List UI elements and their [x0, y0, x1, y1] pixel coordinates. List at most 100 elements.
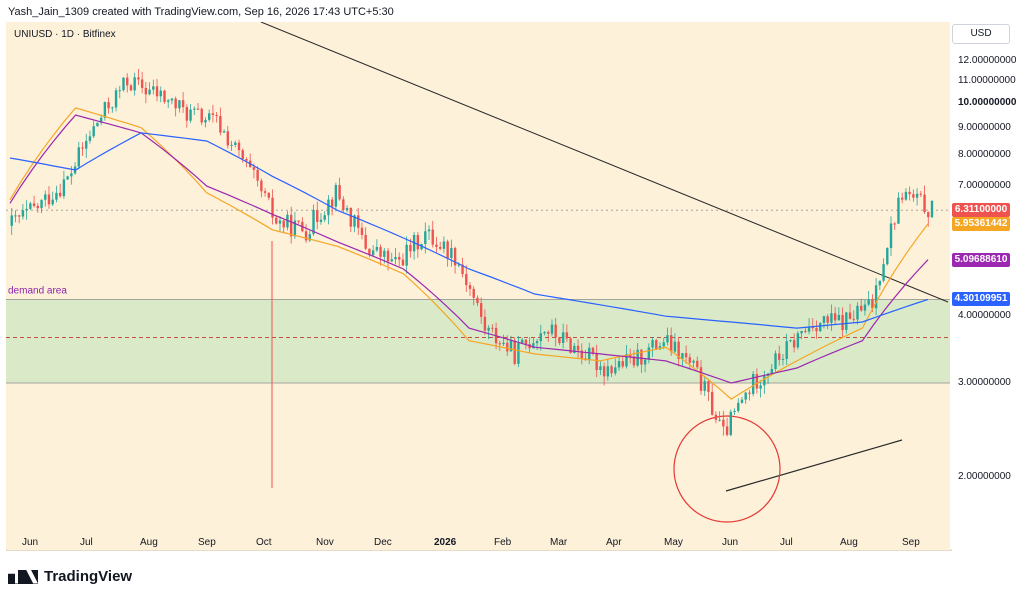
candle-body	[625, 354, 628, 367]
ema-slow-line	[9, 132, 929, 329]
candle-body	[520, 339, 524, 344]
price-chart[interactable]: demand area	[6, 22, 950, 549]
candle-body	[368, 248, 371, 256]
candle-body	[688, 357, 692, 363]
currency-selector[interactable]: USD	[952, 24, 1010, 44]
candle-body	[401, 259, 405, 266]
time-tick-label: Oct	[256, 537, 272, 548]
candle-body	[457, 264, 461, 266]
candle-body	[807, 326, 811, 332]
price-axis-panel[interactable]	[950, 22, 1024, 549]
candle-body	[547, 331, 550, 334]
candle-body	[81, 147, 84, 149]
demand-zone	[6, 299, 950, 384]
price-badge: 4.30109951	[952, 292, 1010, 307]
candle-body	[327, 199, 330, 216]
candle-body	[289, 214, 293, 237]
time-tick-label: Jun	[22, 537, 39, 548]
candle-body	[845, 312, 848, 330]
candle-body	[241, 150, 244, 160]
candle-body	[148, 89, 151, 95]
candle-body	[580, 350, 583, 359]
candle-body	[699, 367, 703, 391]
price-tick-label: 4.00000000	[958, 310, 1011, 322]
price-badge: 6.31100000	[952, 203, 1010, 218]
candle-body	[338, 184, 341, 200]
time-tick-label: Sep	[902, 537, 920, 548]
price-tick-label: 12.00000000	[958, 54, 1017, 66]
candle-body	[140, 79, 144, 88]
candle-body	[58, 192, 62, 197]
candle-body	[517, 343, 520, 364]
candle-body	[438, 246, 442, 249]
time-tick-label: Apr	[606, 537, 622, 548]
candle-body	[826, 316, 829, 323]
candle-body	[371, 250, 375, 256]
candle-body	[293, 220, 297, 237]
candle-body	[427, 229, 431, 232]
candle-body	[833, 313, 837, 321]
candle-body	[424, 231, 427, 245]
candle-body	[51, 199, 54, 205]
candle-body	[900, 197, 904, 200]
candle-body	[576, 345, 580, 351]
candle-body	[215, 114, 218, 117]
candle-body	[543, 331, 546, 334]
price-tick-label: 11.00000000	[958, 75, 1016, 87]
candle-body	[167, 100, 170, 102]
candle-body	[878, 280, 882, 286]
candle-body	[472, 288, 475, 298]
candle-body	[569, 338, 572, 353]
candle-body	[506, 342, 509, 352]
candle-body	[725, 426, 729, 435]
candle-body	[703, 381, 706, 391]
candle-body	[200, 108, 203, 123]
candle-body	[513, 340, 516, 364]
candle-body	[800, 330, 803, 334]
candle-body	[435, 244, 438, 247]
candle-body	[14, 215, 17, 217]
candle-body	[174, 98, 177, 109]
candle-body	[647, 347, 651, 360]
candle-body	[491, 327, 494, 329]
candle-body	[867, 299, 870, 305]
candle-body	[118, 90, 121, 92]
time-tick-label: Aug	[840, 537, 858, 548]
candle-body	[211, 113, 215, 115]
symbol-label[interactable]: UNIUSD · 1D · Bitfinex	[14, 29, 116, 40]
annotation-circle	[673, 415, 781, 523]
candle-body	[748, 392, 751, 394]
candle-body	[602, 366, 606, 377]
candle-body	[889, 223, 893, 249]
chart-background	[6, 22, 950, 549]
candle-body	[461, 264, 464, 275]
candle-body	[617, 361, 621, 368]
candle-body	[573, 345, 576, 353]
candle-body	[178, 100, 181, 109]
candle-body	[278, 220, 282, 224]
candle-body	[92, 126, 95, 137]
candle-body	[282, 220, 285, 228]
candle-body	[159, 90, 162, 97]
candle-body	[729, 411, 733, 435]
candle-body	[591, 347, 595, 354]
candle-body	[345, 207, 349, 210]
candle-body	[21, 210, 25, 217]
candle-body	[599, 366, 602, 370]
candle-body	[17, 215, 21, 217]
candle-body	[792, 340, 796, 348]
candle-body	[267, 192, 271, 198]
candle-body	[96, 122, 99, 127]
candle-body	[383, 250, 386, 257]
candle-body	[25, 208, 28, 211]
candle-body	[595, 353, 598, 370]
candle-body	[904, 191, 908, 200]
candle-body	[360, 227, 364, 235]
candle-body	[550, 324, 554, 334]
candle-body	[502, 342, 505, 345]
candle-body	[822, 316, 826, 323]
time-tick-label: Dec	[374, 537, 392, 548]
candle-body	[77, 147, 80, 167]
candle-body	[588, 347, 591, 361]
candle-body	[912, 194, 915, 198]
